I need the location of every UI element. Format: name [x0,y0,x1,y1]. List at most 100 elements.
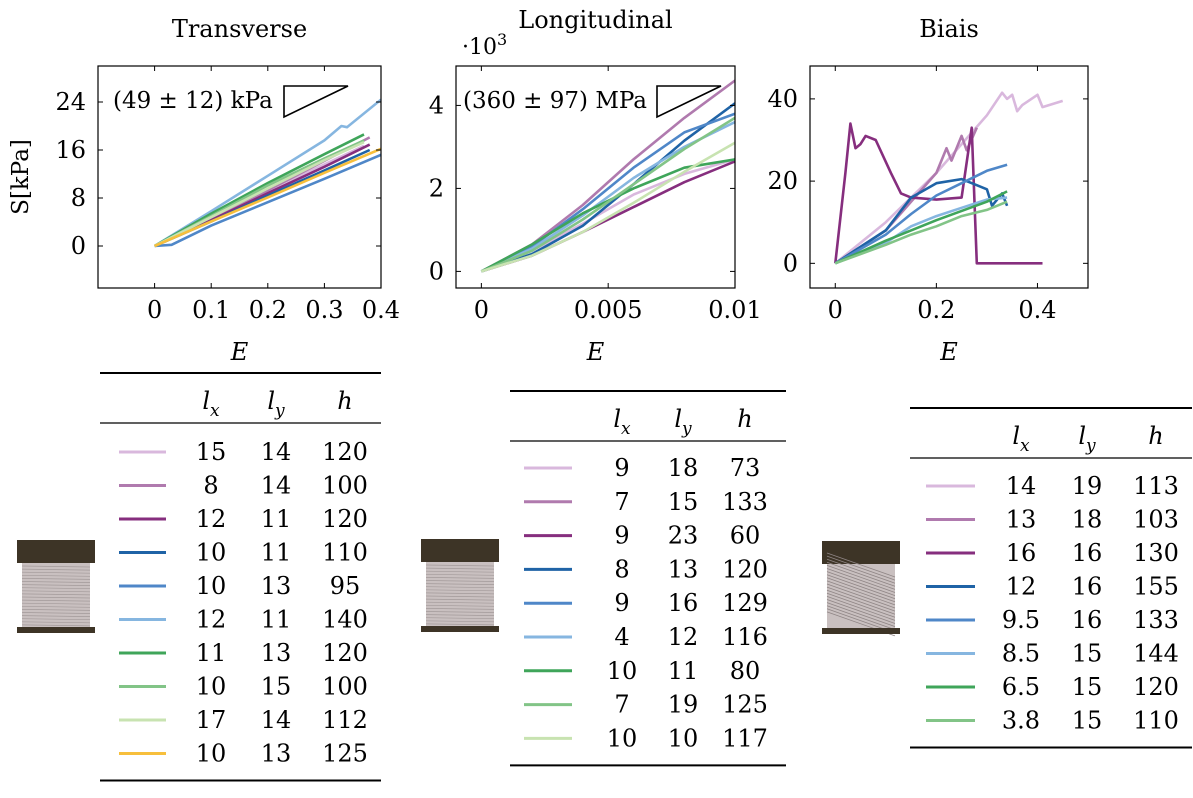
specimen-fiber [425,601,495,604]
cell-h: 95 [330,572,361,600]
y-tick-label: 0 [71,232,86,260]
specimen-fiber [826,574,896,600]
table-row: 9 18 73 [524,454,760,482]
cell-lx: 10 [607,657,638,685]
x-axis-label: E [586,338,605,366]
specimen-fiber [21,599,91,602]
specimen-fiber [21,578,91,580]
series-group [480,79,735,273]
y-tick-label: 2 [429,174,444,202]
header-main: h [337,387,352,415]
cell-ly: 11 [668,657,699,685]
specimen-fiber [21,624,91,627]
cell-lx: 12 [196,505,227,533]
cell-h: 155 [1133,573,1179,601]
cell-lx: 11 [196,639,227,667]
table-row: 8.5 15 144 [926,640,1179,668]
header-main: l [674,405,682,433]
x-tick-label: 0 [474,296,489,324]
specimen-bottom-clamp [17,627,95,633]
series-line-5 [480,112,735,273]
table-header-2: ly [267,387,285,421]
table-row: 12 11 120 [119,505,368,533]
chart-title: Longitudinal [518,6,672,34]
cell-h: 133 [1133,606,1179,634]
cell-ly: 15 [261,673,292,701]
header-subscript: y [1085,436,1096,456]
cell-ly: 13 [261,639,292,667]
series-line-7 [153,133,365,248]
cell-ly: 13 [261,740,292,768]
slope-triangle-icon [656,85,722,119]
cell-lx: 6.5 [1002,673,1040,701]
header-main: l [1012,422,1020,450]
header-main: l [267,387,275,415]
specimen-fiber [425,595,495,598]
plot-frame [97,65,382,289]
series-line-8 [834,200,1008,265]
slope-triangle-icon [283,85,349,119]
x-tick-label: 0.3 [305,296,343,324]
cell-h: 110 [322,539,368,567]
cell-h: 130 [1133,539,1179,567]
specimen-fiber [425,604,495,607]
cell-lx: 13 [1006,506,1037,534]
series-line-1 [834,91,1064,265]
specimen-image [822,541,900,637]
cell-ly: 23 [668,522,699,550]
specimen-fiber [425,620,495,623]
table-row: 10 13 95 [119,572,360,600]
table-row: 3.8 15 110 [926,707,1179,735]
chart-title: Biais [919,15,979,43]
specimen-image [17,540,95,633]
table-header-3: h [337,387,352,415]
specimen-top-clamp [421,539,499,562]
y-tick-label: 0 [783,249,798,277]
specimen-fiber [425,573,495,576]
cell-ly: 11 [261,505,292,533]
table-row: 10 10 117 [524,724,768,752]
cell-lx: 12 [1006,573,1037,601]
cell-lx: 8.5 [1002,640,1040,668]
specimen-fiber [826,555,896,581]
series-line-6 [153,98,381,248]
cell-ly: 15 [1072,673,1103,701]
specimen-fiber [826,586,896,612]
x-tick-label: 0.01 [708,296,761,324]
table-header-1: lx [1012,422,1030,456]
cell-ly: 15 [668,488,699,516]
chart-panel-longitudinal: Longitudinal ·103 0 0.005 0.01 0 2 4 E (360 ± 97)… [429,6,762,366]
specimen-fiber [425,592,495,595]
header-main: l [613,405,621,433]
series-line-9 [481,141,735,273]
cell-h: 120 [322,639,368,667]
cell-lx: 10 [196,539,227,567]
table-row: 8 14 100 [119,472,368,500]
cell-h: 80 [730,657,761,685]
cell-lx: 15 [196,438,227,466]
specimen-fiber [21,565,91,568]
cell-ly: 13 [261,572,292,600]
y-tick-label: 8 [71,184,86,212]
specimen-bottom-clamp [822,628,900,634]
cell-ly: 16 [668,589,699,617]
cell-h: 120 [322,505,368,533]
cell-h: 120 [1133,673,1179,701]
table-row: 15 14 120 [119,438,368,466]
cell-h: 140 [322,606,368,634]
specimen-top-clamp [17,540,95,563]
series-line-9 [154,141,365,248]
plot-frame [809,65,1089,289]
table-row: 12 16 155 [926,573,1179,601]
table-row: 14 19 113 [926,472,1179,500]
slope-annotation: (49 ± 12) kPa [113,88,273,114]
table-row: 10 11 110 [119,539,368,567]
cell-ly: 13 [668,555,699,583]
table-row: 7 19 125 [524,691,768,719]
cell-ly: 12 [668,623,699,651]
chart-title: Transverse [172,15,307,43]
cell-ly: 14 [261,438,292,466]
cell-lx: 17 [196,706,227,734]
x-tick-label: 0.2 [917,296,955,324]
cell-h: 116 [722,623,768,651]
